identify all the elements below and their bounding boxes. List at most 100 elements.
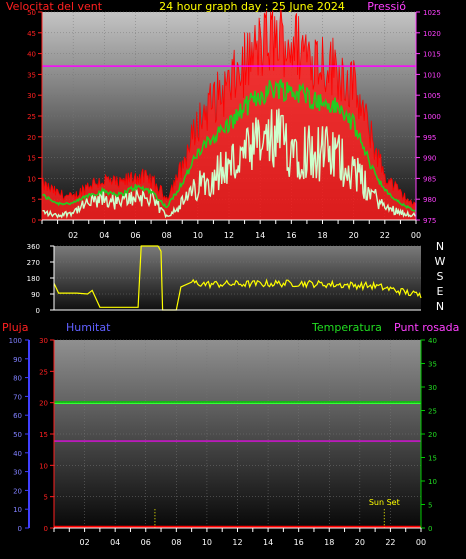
wind-x-tick-label: 10 [193,231,203,240]
direction-tick-label: 360 [27,243,40,251]
humidity-tick-label: 80 [13,375,22,383]
rain-tick-label: 0 [44,525,48,533]
compass-label: E [437,285,444,298]
temperature-tick-label: 0 [428,525,432,533]
dewpoint-axis-title: Punt rosada [394,321,459,334]
wind-tick-label: 15 [27,155,36,163]
wind-x-tick-label: 00 [411,231,421,240]
temperature-tick-label: 35 [428,361,437,369]
rain-tick-label: 20 [39,400,48,408]
temp-chart-marks: Sun Set [54,401,421,529]
humidity-tick-label: 60 [13,412,22,420]
pressure-tick-label: 990 [423,155,436,163]
wind-axis-title: Velocitat del vent [6,0,103,13]
temperature-tick-label: 40 [428,337,437,345]
wind-speed-series [42,108,417,219]
humidity-tick-label: 100 [9,337,22,345]
temp-x-tick-label: 20 [355,538,365,547]
wind-tick-label: 50 [27,9,36,17]
rain-tick-label: 25 [39,368,48,376]
temp-x-tick-label: 22 [385,538,395,547]
wind-x-tick-label: 16 [286,231,296,240]
pressure-tick-label: 1000 [423,113,441,121]
wind-x-tick-label: 20 [349,231,359,240]
wind-tick-label: 30 [27,92,36,100]
temp-x-tick-label: 02 [79,538,89,547]
temperature-tick-label: 15 [428,455,437,463]
temperature-tick-label: 5 [428,502,432,510]
temperature-axis-title: Temperatura [311,321,382,334]
wind-x-tick-label: 06 [130,231,140,240]
wind-tick-label: 10 [27,175,36,183]
wind-x-tick-label: 14 [255,231,265,240]
wind-tick-label: 25 [27,113,36,121]
rain-tick-label: 10 [39,462,48,470]
rain-tick-label: 15 [39,431,48,439]
wind-tick-label: 40 [27,51,36,59]
pressure-tick-label: 1020 [423,30,441,38]
wind-tick-label: 0 [32,217,36,225]
direction-tick-label: 270 [27,259,40,267]
wind-x-tick-label: 18 [317,231,327,240]
pressure-tick-label: 985 [423,175,436,183]
wind-direction-series [53,245,422,311]
wind-x-tick-label: 04 [99,231,109,240]
temp-x-tick-label: 16 [294,538,304,547]
pressure-tick-label: 980 [423,196,436,204]
compass-label: W [435,255,446,268]
temp-x-tick-label: 10 [202,538,212,547]
humidity-tick-label: 0 [18,525,22,533]
temperature-tick-label: 10 [428,478,437,486]
wind-tick-label: 35 [27,71,36,79]
direction-chart-marks [53,245,422,311]
temp-x-tick-label: 18 [324,538,334,547]
pressure-tick-label: 1005 [423,92,441,100]
wind-tick-label: 5 [32,196,36,204]
temp-x-tick-label: 14 [263,538,273,547]
pressure-tick-label: 975 [423,217,436,225]
temperature-tick-label: 20 [428,431,437,439]
temp-x-tick-label: 06 [141,538,151,547]
chart-title: 24 hour graph day : 25 June 2024 [159,0,345,13]
pressure-tick-label: 1025 [423,9,441,17]
pressure-tick-label: 1010 [423,71,441,79]
rain-tick-label: 30 [39,337,48,345]
wind-chart-marks [41,7,417,221]
temp-x-tick-label: 04 [110,538,120,547]
humidity-tick-label: 70 [13,393,22,401]
temperature-tick-label: 25 [428,408,437,416]
pressure-tick-label: 995 [423,134,436,142]
wind-x-tick-label: 12 [224,231,234,240]
compass-label: N [436,300,444,313]
wind-chart-axes: 0510152025303540455097598098599099510001… [27,9,441,240]
temperature-tick-label: 30 [428,384,437,392]
temp-x-tick-label: 08 [171,538,181,547]
wind-x-tick-label: 02 [68,231,78,240]
sunset-label: Sun Set [369,498,400,507]
temp-chart-axes: 0102030405060708090100051015202530051015… [9,337,437,547]
direction-tick-label: 0 [36,307,40,315]
humidity-tick-label: 50 [13,431,22,439]
compass-label: S [437,270,444,283]
direction-tick-label: 180 [27,275,40,283]
pressure-axis-title: Pressió [367,0,406,13]
pressure-tick-label: 1015 [423,51,441,59]
humidity-tick-label: 40 [13,450,22,458]
rain-tick-label: 5 [44,494,48,502]
humidity-tick-label: 90 [13,356,22,364]
compass-label: N [436,240,444,253]
temp-x-tick-label: 12 [232,538,242,547]
rain-axis-title: Pluja [2,321,28,334]
humidity-tick-label: 10 [13,506,22,514]
wind-x-tick-label: 08 [162,231,172,240]
wind-tick-label: 45 [27,30,36,38]
humidity-axis-title: Humitat [66,321,111,334]
temp-x-tick-label: 00 [416,538,426,547]
wind-tick-label: 20 [27,134,36,142]
humidity-tick-label: 30 [13,469,22,477]
humidity-tick-label: 20 [13,487,22,495]
wind-x-tick-label: 22 [380,231,390,240]
wind-gust-series [41,7,417,221]
